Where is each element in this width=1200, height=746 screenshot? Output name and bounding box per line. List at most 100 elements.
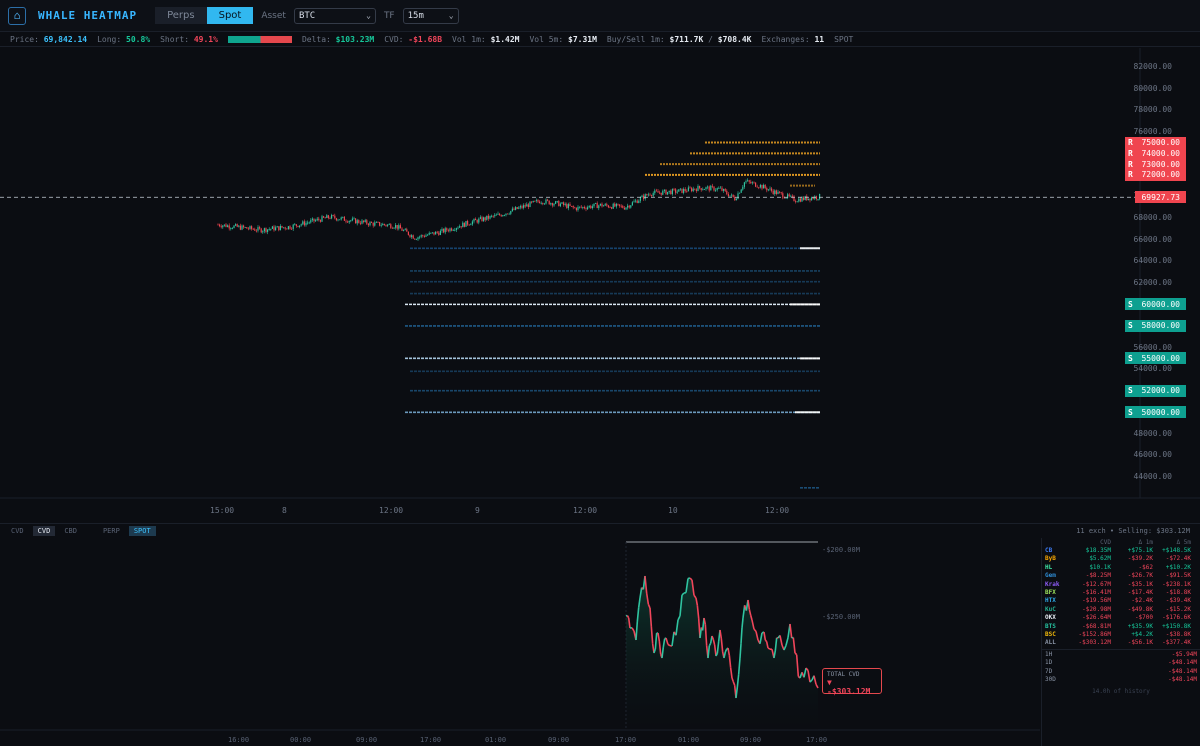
- candle-body: [595, 203, 597, 204]
- candle-body: [604, 204, 606, 206]
- candle-body: [455, 228, 457, 230]
- candle-body: [606, 204, 608, 206]
- candle-body: [267, 229, 269, 232]
- timeframe-select[interactable]: 15m ⌄: [402, 7, 459, 24]
- time-tick-label: 10: [668, 506, 678, 515]
- candle-body: [265, 228, 267, 232]
- resistance-tag: R 75000.00: [1125, 136, 1186, 149]
- candle-body: [526, 204, 528, 207]
- candle-body: [657, 191, 659, 193]
- candle-body: [683, 189, 685, 193]
- candle-body: [531, 201, 533, 203]
- exchange-delta-5m: -$15.2K: [1165, 605, 1191, 613]
- candle-body: [444, 228, 446, 233]
- candle-body: [764, 184, 766, 189]
- candle-body: [382, 223, 384, 226]
- candle-body: [339, 219, 341, 221]
- resistance-tag: R 74000.00: [1125, 147, 1186, 160]
- candle-body: [396, 225, 398, 229]
- candle-body: [617, 203, 619, 205]
- pill-cvd[interactable]: CVD: [32, 525, 56, 536]
- exchange-name: BTS: [1045, 622, 1056, 630]
- cvd-line-segment: [753, 628, 757, 632]
- heatmap-chart[interactable]: 82000.00 80000.00 78000.00 76000.00 74000.00…: [0, 48, 1200, 522]
- candle-body: [527, 204, 529, 208]
- candle-body: [422, 235, 424, 237]
- app-title: WHALE HEATMAP: [38, 9, 138, 22]
- home-icon[interactable]: ⌂: [8, 6, 26, 25]
- price-tick-label: 78000.00: [1133, 105, 1172, 115]
- candle-body: [452, 230, 454, 231]
- candle-body: [372, 222, 374, 226]
- candle-body: [603, 205, 605, 207]
- candle-body: [417, 237, 419, 240]
- candle-body: [655, 190, 657, 192]
- cvd-line-segment: [691, 579, 695, 596]
- stat-buy-sell: Buy/Sell 1m: $711.7K / $708.4K: [606, 34, 752, 44]
- candle-body: [670, 190, 672, 195]
- price-tick-label: 44000.00: [1133, 472, 1172, 481]
- candle-body: [732, 194, 734, 197]
- resistance-tag: R 72000.00: [1125, 168, 1186, 181]
- candle-body: [761, 184, 763, 189]
- candle-body: [233, 225, 235, 229]
- pill-cbd[interactable]: CBD: [64, 526, 77, 535]
- resistance-price: 73000.00: [1135, 158, 1186, 171]
- cvd-line-segment: [727, 647, 731, 656]
- candle-body: [342, 216, 344, 218]
- candle-body: [719, 187, 721, 189]
- candle-body: [804, 196, 806, 200]
- candle-body: [476, 220, 478, 223]
- candle-body: [308, 222, 310, 224]
- table-row: HTX -$19.56M -$2.4K -$39.4K: [1042, 597, 1200, 605]
- candle-body: [652, 193, 654, 196]
- support-tag: S 52000.00: [1125, 384, 1186, 397]
- candle-body: [311, 218, 313, 221]
- total-cvd-badge: TOTAL CVD ▼ -$303.12M: [822, 668, 882, 696]
- candle-body: [516, 207, 518, 209]
- cvd-line-segment: [639, 587, 643, 599]
- exchange-delta-5m: -$18.8K: [1165, 589, 1191, 597]
- tab-perps[interactable]: Perps: [155, 7, 207, 24]
- asset-select[interactable]: BTC ⌄: [293, 7, 376, 24]
- candle-body: [486, 215, 488, 220]
- candle-body: [745, 181, 747, 183]
- candle-body: [524, 205, 526, 207]
- candle-body: [788, 194, 790, 197]
- candle-body: [319, 219, 321, 222]
- candle-body: [796, 201, 798, 203]
- candle-body: [756, 186, 758, 188]
- stat-vol-1m: Vol 1m: $1.42M: [452, 34, 520, 44]
- candle-body: [401, 228, 403, 231]
- candle-body: [790, 195, 792, 197]
- cvd-line-segment: [712, 639, 716, 646]
- candle-body: [665, 189, 667, 195]
- candle-body: [462, 222, 464, 228]
- cvd-line-segment: [789, 623, 793, 639]
- cvd-line-segment: [637, 597, 641, 608]
- cvd-line-segment: [661, 646, 665, 659]
- cvd-time-label: 01:00: [485, 736, 507, 744]
- candle-body: [729, 195, 731, 197]
- cvd-chart[interactable]: -$200.00M -$250.00M 16:00 00:00 09:00 17:00…: [0, 538, 1040, 746]
- chevron-down-icon: ⌄: [448, 11, 454, 20]
- candle-body: [742, 186, 744, 190]
- candle-body: [494, 214, 496, 217]
- support-price: 50000.00: [1135, 406, 1186, 419]
- candle-body: [513, 208, 515, 210]
- candle-body: [726, 190, 728, 195]
- pill-perp[interactable]: PERP: [102, 526, 120, 535]
- cvd-line-segment: [715, 653, 719, 657]
- candle-body: [534, 200, 536, 202]
- cvd-line-segment: [627, 617, 631, 629]
- candle-body: [815, 196, 817, 200]
- candle-body: [695, 189, 697, 192]
- candle-body: [585, 208, 587, 210]
- candle-body: [497, 213, 499, 215]
- candle-body: [748, 180, 750, 182]
- pill-spot[interactable]: SPOT: [128, 525, 156, 536]
- tab-spot[interactable]: Spot: [206, 7, 254, 24]
- candle-body: [724, 189, 726, 191]
- candle-body: [406, 229, 408, 232]
- table-row: BTS -$68.81M +$35.9K +$150.8K: [1042, 622, 1200, 630]
